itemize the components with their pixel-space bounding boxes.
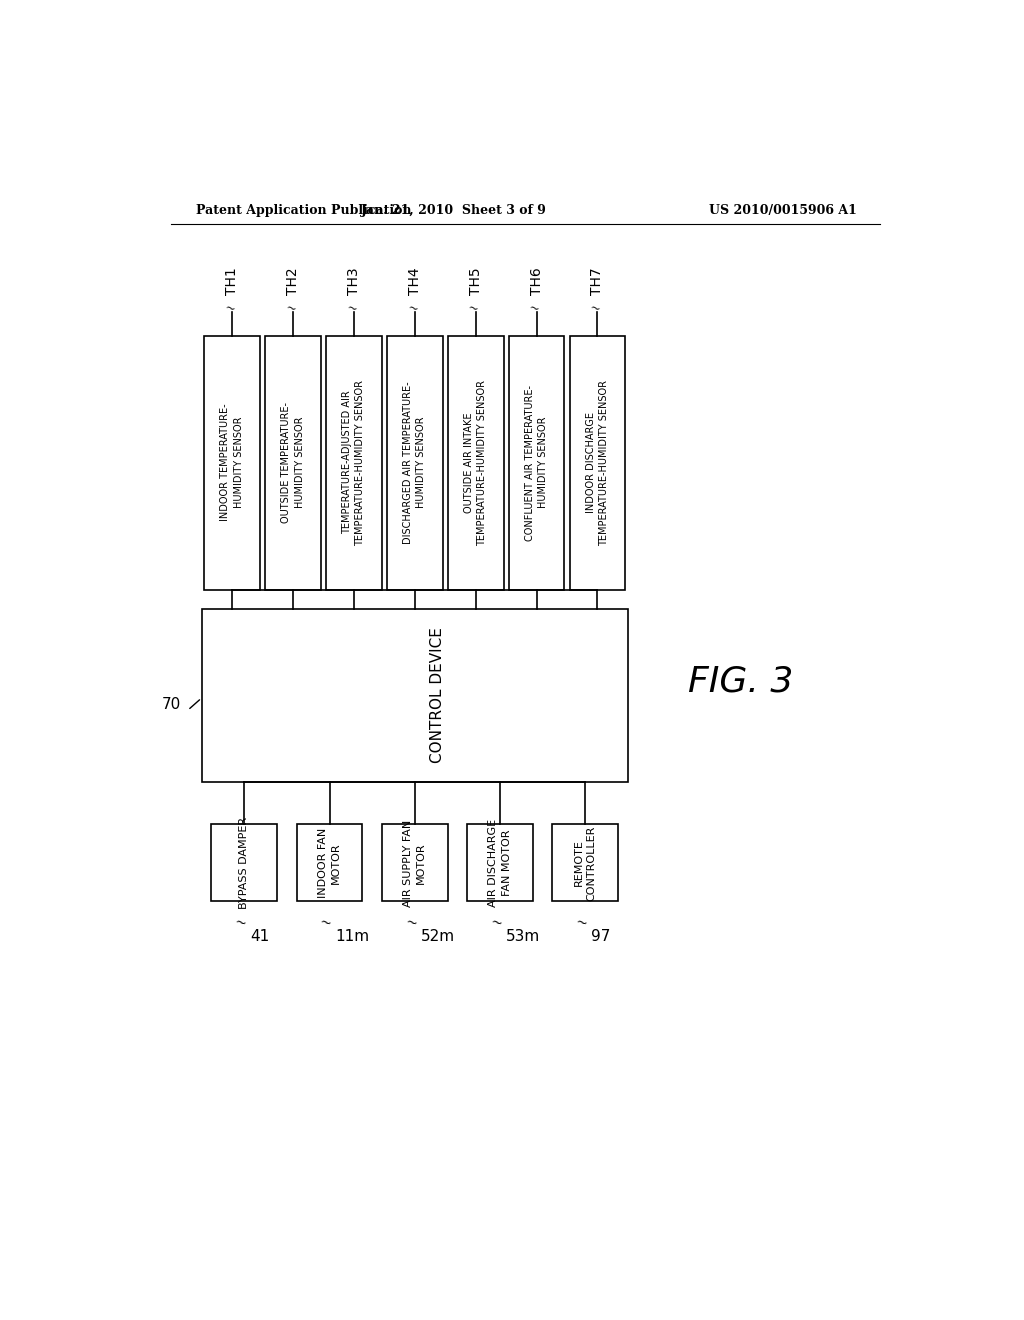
Bar [387,335,442,590]
Text: TH7: TH7 [591,268,604,296]
Text: 53m: 53m [506,928,541,944]
Text: ~: ~ [589,301,602,317]
Bar [202,609,628,781]
Text: ~: ~ [318,915,333,932]
Text: TH2: TH2 [286,268,300,296]
Text: 41: 41 [251,928,269,944]
Bar [265,335,321,590]
Text: FIG. 3: FIG. 3 [687,665,793,700]
Bar [447,335,504,590]
Bar [569,335,626,590]
Text: Patent Application Publication: Patent Application Publication [197,205,412,218]
Text: ~: ~ [403,915,418,932]
Text: INDOOR FAN
MOTOR: INDOOR FAN MOTOR [317,828,341,898]
Text: INDOOR TEMPERATURE-
HUMIDITY SENSOR: INDOOR TEMPERATURE- HUMIDITY SENSOR [220,404,244,521]
Text: AIR DISCHARGE
FAN MOTOR: AIR DISCHARGE FAN MOTOR [488,818,512,907]
Text: ~: ~ [488,915,504,932]
Text: ~: ~ [284,301,297,317]
Bar [552,825,618,902]
Text: OUTSIDE AIR INTAKE
TEMPERATURE-HUMIDITY SENSOR: OUTSIDE AIR INTAKE TEMPERATURE-HUMIDITY … [464,380,487,545]
Text: ~: ~ [467,301,480,317]
Text: 97: 97 [592,928,611,944]
Text: ~: ~ [345,301,358,317]
Text: TH1: TH1 [225,268,239,296]
Text: INDOOR DISCHARGE
TEMPERATURE-HUMIDITY SENSOR: INDOOR DISCHARGE TEMPERATURE-HUMIDITY SE… [586,380,609,545]
Bar [509,335,564,590]
Text: DISCHARGED AIR TEMPERATURE-
HUMIDITY SENSOR: DISCHARGED AIR TEMPERATURE- HUMIDITY SEN… [403,381,426,544]
Text: OUTSIDE TEMPERATURE-
HUMIDITY SENSOR: OUTSIDE TEMPERATURE- HUMIDITY SENSOR [282,403,304,523]
Text: ~: ~ [406,301,419,317]
Bar [211,825,278,902]
Text: TH3: TH3 [347,268,360,296]
Text: US 2010/0015906 A1: US 2010/0015906 A1 [709,205,856,218]
Text: ~: ~ [527,301,541,317]
Text: REMOTE
CONTROLLER: REMOTE CONTROLLER [573,825,597,900]
Bar [204,335,260,590]
Text: BYPASS DAMPER: BYPASS DAMPER [240,817,249,909]
Text: CONTROL DEVICE: CONTROL DEVICE [430,627,445,763]
Text: TH4: TH4 [408,268,422,296]
Bar [297,825,362,902]
Text: CONFLUENT AIR TEMPERATURE-
HUMIDITY SENSOR: CONFLUENT AIR TEMPERATURE- HUMIDITY SENS… [525,384,548,541]
Text: 70: 70 [162,697,180,711]
Text: AIR SUPPLY FAN
MOTOR: AIR SUPPLY FAN MOTOR [403,820,426,907]
Text: ~: ~ [223,301,237,317]
Text: ~: ~ [232,915,248,932]
Bar [467,825,532,902]
Bar [382,825,447,902]
Text: 52m: 52m [421,928,455,944]
Text: Jan. 21, 2010  Sheet 3 of 9: Jan. 21, 2010 Sheet 3 of 9 [360,205,547,218]
Bar [326,335,382,590]
Text: ~: ~ [573,915,589,932]
Text: TH5: TH5 [469,268,482,296]
Text: 11m: 11m [336,928,370,944]
Text: TEMPERATURE-ADJUSTED AIR
TEMPERATURE-HUMIDITY SENSOR: TEMPERATURE-ADJUSTED AIR TEMPERATURE-HUM… [342,380,366,545]
Text: TH6: TH6 [529,268,544,296]
